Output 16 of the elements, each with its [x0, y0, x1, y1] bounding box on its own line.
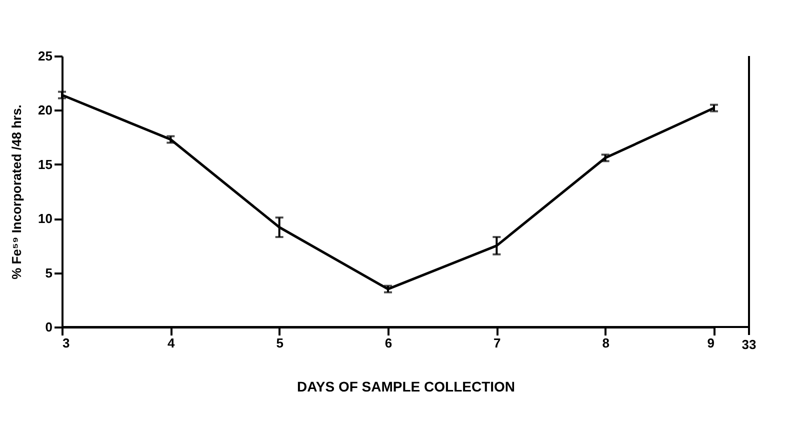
x-tick-label: 4	[168, 336, 176, 350]
x-tick-label: 8	[602, 336, 610, 350]
y-tick-label: 15	[38, 156, 52, 172]
x-tick-label: 9	[707, 336, 714, 350]
y-axis-title: % Fe⁵⁹ Incorporated /48 hrs.	[9, 104, 24, 280]
text: 33	[742, 337, 756, 352]
x-tick-label: 5	[276, 336, 284, 350]
y-tick-label: 0	[45, 320, 52, 334]
y-tick-label: 20	[38, 102, 52, 118]
y-tick-label: 25	[38, 48, 52, 64]
x-tick-label: 3	[62, 336, 70, 350]
x-tick-label: 7	[494, 336, 501, 350]
x-axis-title: DAYS OF SAMPLE COLLECTION	[296, 378, 516, 394]
y-tick-label: 5	[45, 265, 52, 280]
x-tick-label: 6	[384, 336, 392, 350]
y-tick-label: 10	[38, 211, 52, 226]
